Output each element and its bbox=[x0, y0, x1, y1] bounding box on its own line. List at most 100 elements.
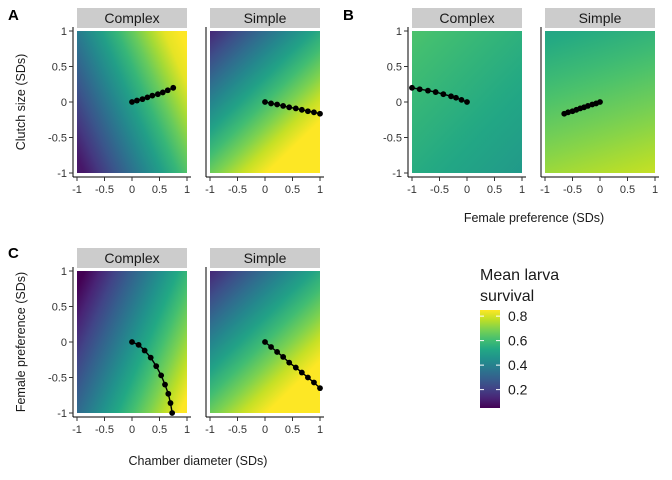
y-tick-label: 1 bbox=[61, 266, 67, 278]
trajectory-point bbox=[317, 385, 323, 392]
trajectory-point bbox=[292, 105, 299, 112]
facet-strip bbox=[77, 248, 187, 268]
trajectory-point bbox=[268, 344, 274, 350]
y-tick-label: 1 bbox=[396, 26, 402, 38]
facet-strip bbox=[210, 248, 320, 268]
x-tick-label: 1 bbox=[184, 424, 190, 436]
x-tick-label: -0.5 bbox=[95, 424, 114, 436]
facet-strip-label: Complex bbox=[439, 10, 494, 26]
y-tick-label: 1 bbox=[61, 26, 67, 38]
facet-strip bbox=[545, 8, 655, 28]
facet-complex: Complex -1 -0.5 0 0.5 1 1 0.5 0 -0.5 -1 bbox=[48, 248, 191, 436]
trajectory-point bbox=[409, 84, 415, 91]
x-tick-label: -0.5 bbox=[95, 184, 114, 196]
y-tick-label: -0.5 bbox=[48, 133, 67, 145]
x-tick-label: -1 bbox=[205, 424, 215, 436]
y-tick-label: 0.5 bbox=[52, 62, 67, 74]
panel-c-x-axis-title: Chamber diameter (SDs) bbox=[129, 454, 268, 468]
trajectory-point bbox=[458, 96, 465, 103]
panel-letter-b: B bbox=[343, 7, 354, 24]
trajectory-point bbox=[280, 103, 287, 109]
trajectory-point bbox=[432, 89, 439, 95]
x-tick-label: 0 bbox=[129, 184, 135, 196]
trajectory-point bbox=[311, 109, 317, 116]
legend-tick-label: 0.2 bbox=[508, 382, 528, 398]
facet-simple: Simple -1 -0.5 0 0.5 1 bbox=[205, 248, 324, 436]
y-tick-label: 0 bbox=[61, 337, 67, 349]
panel-letter-a: A bbox=[8, 7, 19, 24]
panel-c: Complex -1 -0.5 0 0.5 1 1 0.5 0 -0.5 -1 Simple -1 -0.… bbox=[48, 248, 324, 436]
facet-strip bbox=[210, 8, 320, 28]
trajectory-point bbox=[565, 109, 571, 116]
trajectory-point bbox=[129, 339, 135, 345]
facet-complex: Complex -1 -0.5 0 0.5 1 1 0.5 0 -0.5 -1 bbox=[48, 8, 191, 196]
trajectory-point bbox=[159, 89, 166, 96]
trajectory-point bbox=[597, 99, 603, 105]
x-tick-label: -1 bbox=[205, 184, 215, 196]
x-tick-label: 0.5 bbox=[487, 184, 502, 196]
panel-letter-c: C bbox=[8, 245, 19, 262]
trajectory-point bbox=[144, 94, 151, 101]
trajectory-point bbox=[164, 87, 171, 94]
trajectory-point bbox=[440, 91, 447, 98]
facet-complex: Complex -1 -0.5 0 0.5 1 1 0.5 0 -0.5 -1 bbox=[383, 8, 526, 196]
trajectory-point bbox=[154, 91, 161, 98]
panel-a-y-axis-title: Clutch size (SDs) bbox=[14, 54, 28, 151]
trajectory-point bbox=[262, 339, 268, 345]
trajectory-point bbox=[585, 103, 591, 109]
panel-b: Complex -1 -0.5 0 0.5 1 1 0.5 0 -0.5 -1 Simple -1 -0.… bbox=[383, 8, 659, 196]
trajectory-point bbox=[298, 106, 305, 113]
trajectory-point bbox=[448, 93, 454, 100]
x-tick-label: 1 bbox=[652, 184, 658, 196]
facet-simple: Simple -1 -0.5 0 0.5 1 bbox=[205, 8, 324, 196]
trajectory-point bbox=[165, 390, 172, 397]
trajectory-point bbox=[135, 341, 142, 348]
legend-tick-label: 0.8 bbox=[508, 308, 528, 324]
legend-colorbar bbox=[480, 310, 500, 408]
x-tick-label: -1 bbox=[407, 184, 417, 196]
x-tick-label: -0.5 bbox=[430, 184, 449, 196]
trajectory-point bbox=[425, 87, 431, 94]
x-tick-label: 1 bbox=[184, 184, 190, 196]
x-tick-label: -0.5 bbox=[228, 184, 247, 196]
trajectory-point bbox=[158, 372, 165, 379]
x-tick-label: 0.5 bbox=[152, 184, 167, 196]
y-tick-label: 0.5 bbox=[52, 302, 67, 314]
trajectory-point bbox=[147, 354, 154, 361]
legend: Mean larva survival 0.8 0.6 0.4 0.2 bbox=[480, 267, 559, 408]
x-tick-label: 0.5 bbox=[152, 424, 167, 436]
trajectory-point bbox=[305, 374, 311, 381]
facet-strip-label: Simple bbox=[244, 10, 287, 26]
y-tick-label: -0.5 bbox=[48, 373, 67, 385]
trajectory-point bbox=[292, 364, 299, 371]
trajectory-point bbox=[167, 400, 174, 406]
trajectory-point bbox=[170, 84, 177, 91]
x-tick-label: 0.5 bbox=[620, 184, 635, 196]
trajectory-point bbox=[286, 104, 293, 111]
facet-strip-label: Complex bbox=[104, 250, 159, 266]
x-tick-label: -0.5 bbox=[228, 424, 247, 436]
trajectory-point bbox=[416, 86, 423, 93]
trajectory-point bbox=[453, 94, 459, 101]
y-tick-label: -1 bbox=[57, 408, 67, 420]
x-tick-label: 0.5 bbox=[285, 424, 300, 436]
trajectory-point bbox=[129, 99, 135, 105]
x-tick-label: 0 bbox=[464, 184, 470, 196]
trajectory-point bbox=[311, 379, 317, 386]
facet-strip-label: Simple bbox=[244, 250, 287, 266]
trajectory-point bbox=[280, 354, 287, 360]
trajectory-point bbox=[262, 99, 268, 105]
legend-title-line1: Mean larva bbox=[480, 267, 559, 284]
trajectory-point bbox=[139, 96, 146, 103]
x-tick-label: 0 bbox=[597, 184, 603, 196]
trajectory-point bbox=[149, 92, 156, 99]
trajectory-point bbox=[317, 110, 323, 117]
trajectory-point bbox=[298, 369, 305, 376]
trajectory-line bbox=[264, 341, 321, 389]
y-tick-label: -1 bbox=[392, 168, 402, 180]
panel-b-x-axis-title: Female preference (SDs) bbox=[464, 211, 604, 225]
legend-title-line2: survival bbox=[480, 288, 534, 305]
panel-a: Complex -1 -0.5 0 0.5 1 1 0.5 0 -0.5 -1 Simple -1 -0.… bbox=[48, 8, 324, 196]
trajectory-point bbox=[274, 101, 280, 108]
